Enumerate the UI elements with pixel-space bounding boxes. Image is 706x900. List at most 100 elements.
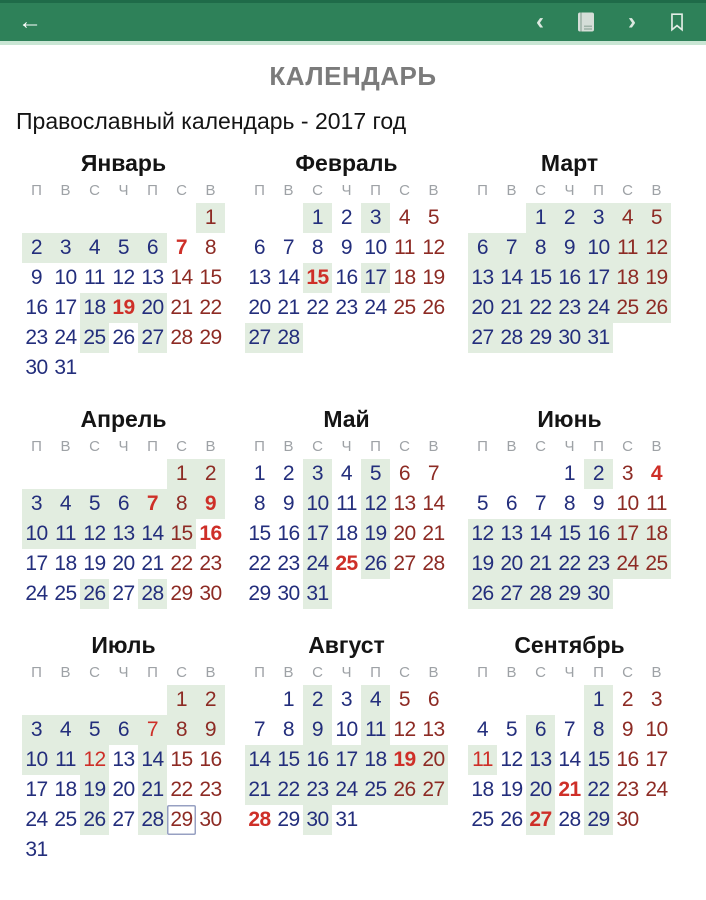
day-cell[interactable]: 13 xyxy=(112,748,135,771)
day-cell[interactable]: 22 xyxy=(199,296,222,319)
day-cell[interactable]: 6 xyxy=(526,715,555,745)
day-cell[interactable]: 12 xyxy=(642,233,671,263)
day-cell[interactable]: 8 xyxy=(311,236,324,259)
day-cell[interactable]: 25 xyxy=(471,808,494,831)
day-cell[interactable]: 11 xyxy=(84,266,105,289)
day-cell[interactable]: 16 xyxy=(303,745,332,775)
day-cell[interactable]: 29 xyxy=(277,808,300,831)
day-cell[interactable]: 4 xyxy=(361,685,390,715)
day-cell[interactable]: 12 xyxy=(361,489,390,519)
day-cell[interactable]: 14 xyxy=(138,745,167,775)
day-cell[interactable]: 23 xyxy=(199,552,222,575)
day-cell[interactable]: 6 xyxy=(109,715,138,745)
day-cell[interactable]: 17 xyxy=(361,263,390,293)
day-cell[interactable]: 22 xyxy=(526,293,555,323)
day-cell[interactable]: 22 xyxy=(170,778,193,801)
day-cell[interactable]: 2 xyxy=(340,206,353,229)
day-cell[interactable]: 30 xyxy=(199,808,222,831)
day-cell[interactable]: 30 xyxy=(199,582,222,605)
day-cell[interactable]: 14 xyxy=(245,745,274,775)
day-cell[interactable]: 16 xyxy=(25,296,48,319)
day-cell[interactable]: 18 xyxy=(361,745,390,775)
day-cell[interactable]: 15 xyxy=(303,263,332,293)
day-cell[interactable]: 9 xyxy=(555,233,584,263)
day-cell[interactable]: 25 xyxy=(393,296,416,319)
day-cell[interactable]: 3 xyxy=(51,233,80,263)
day-cell[interactable]: 1 xyxy=(282,688,295,711)
day-cell[interactable]: 19 xyxy=(500,778,523,801)
bookmark-icon[interactable] xyxy=(666,11,688,33)
day-cell[interactable]: 20 xyxy=(112,778,135,801)
day-cell[interactable]: 5 xyxy=(109,233,138,263)
day-cell[interactable]: 1 xyxy=(526,203,555,233)
day-cell[interactable]: 5 xyxy=(476,492,489,515)
day-cell[interactable]: 17 xyxy=(613,519,642,549)
day-cell[interactable]: 3 xyxy=(584,203,613,233)
day-cell[interactable]: 10 xyxy=(303,489,332,519)
day-cell[interactable]: 19 xyxy=(390,745,419,775)
day-cell[interactable]: 10 xyxy=(22,519,51,549)
day-cell[interactable]: 21 xyxy=(526,549,555,579)
day-cell[interactable]: 17 xyxy=(332,745,361,775)
day-cell[interactable]: 20 xyxy=(497,549,526,579)
day-cell[interactable]: 23 xyxy=(616,778,639,801)
day-cell[interactable]: 6 xyxy=(138,233,167,263)
day-cell[interactable]: 26 xyxy=(642,293,671,323)
day-cell[interactable]: 25 xyxy=(642,549,671,579)
chevron-left-icon[interactable]: ‹ xyxy=(536,8,544,35)
day-cell[interactable]: 10 xyxy=(616,492,639,515)
day-cell[interactable]: 13 xyxy=(497,519,526,549)
day-cell[interactable]: 9 xyxy=(282,492,295,515)
day-cell[interactable]: 20 xyxy=(112,552,135,575)
day-cell[interactable]: 4 xyxy=(476,718,489,741)
day-cell[interactable]: 13 xyxy=(141,266,164,289)
day-cell[interactable]: 28 xyxy=(558,808,581,831)
day-cell[interactable]: 28 xyxy=(248,808,271,831)
day-cell[interactable]: 12 xyxy=(468,519,497,549)
day-cell[interactable]: 9 xyxy=(340,236,353,259)
day-cell[interactable]: 28 xyxy=(138,805,167,835)
day-cell[interactable]: 7 xyxy=(138,489,167,519)
day-cell[interactable]: 30 xyxy=(25,356,48,379)
chevron-right-icon[interactable]: › xyxy=(628,8,636,35)
day-cell[interactable]: 1 xyxy=(563,462,576,485)
day-cell[interactable]: 10 xyxy=(584,233,613,263)
day-cell[interactable]: 11 xyxy=(51,745,80,775)
day-cell[interactable]: 28 xyxy=(138,579,167,609)
day-cell[interactable]: 7 xyxy=(253,718,266,741)
day-cell[interactable]: 5 xyxy=(642,203,671,233)
day-cell[interactable]: 2 xyxy=(282,462,295,485)
day-cell[interactable]: 2 xyxy=(22,233,51,263)
day-cell[interactable]: 31 xyxy=(335,808,358,831)
day-cell[interactable]: 14 xyxy=(277,266,300,289)
day-cell[interactable]: 12 xyxy=(500,748,523,771)
day-cell[interactable]: 11 xyxy=(468,745,497,775)
day-cell[interactable]: 12 xyxy=(80,519,109,549)
day-cell[interactable]: 11 xyxy=(646,492,667,515)
day-cell[interactable]: 19 xyxy=(468,549,497,579)
day-cell[interactable]: 15 xyxy=(274,745,303,775)
day-cell[interactable]: 15 xyxy=(199,266,222,289)
day-cell[interactable]: 30 xyxy=(303,805,332,835)
day-cell[interactable]: 3 xyxy=(303,459,332,489)
day-cell[interactable]: 25 xyxy=(613,293,642,323)
day-cell[interactable]: 26 xyxy=(468,579,497,609)
day-cell[interactable]: 21 xyxy=(558,778,581,801)
day-cell[interactable]: 17 xyxy=(303,519,332,549)
day-cell[interactable]: 30 xyxy=(584,579,613,609)
day-cell[interactable]: 6 xyxy=(253,236,266,259)
day-cell[interactable]: 23 xyxy=(25,326,48,349)
day-cell[interactable]: 23 xyxy=(584,549,613,579)
day-cell[interactable]: 22 xyxy=(555,549,584,579)
day-cell[interactable]: 19 xyxy=(642,263,671,293)
day-cell[interactable]: 4 xyxy=(650,462,663,485)
day-cell[interactable]: 27 xyxy=(112,808,135,831)
day-cell[interactable]: 25 xyxy=(54,808,77,831)
day-cell[interactable]: 26 xyxy=(500,808,523,831)
day-cell[interactable]: 29 xyxy=(584,805,613,835)
day-cell[interactable]: 24 xyxy=(613,549,642,579)
day-cell[interactable]: 6 xyxy=(109,489,138,519)
day-cell[interactable]: 3 xyxy=(361,203,390,233)
day-cell[interactable]: 12 xyxy=(422,236,445,259)
day-cell[interactable]: 15 xyxy=(170,748,193,771)
